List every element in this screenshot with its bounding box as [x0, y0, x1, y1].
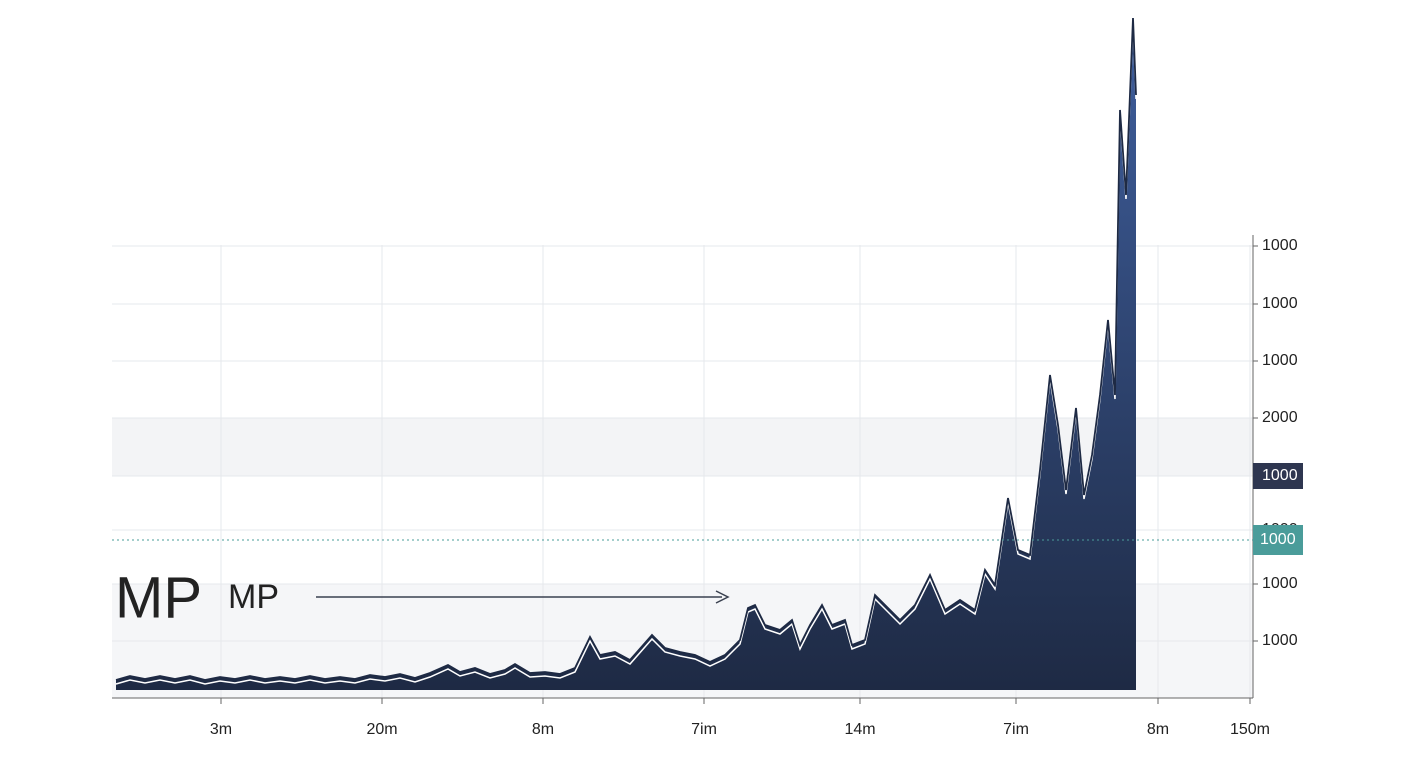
area: [116, 18, 1136, 690]
x-tick-label: 8m: [532, 721, 554, 738]
arrow-head: [715, 590, 730, 604]
grid: [112, 245, 1258, 704]
line: [115, 17, 1137, 681]
y-tick-label: 1000: [1262, 295, 1298, 312]
tick-badge: [1253, 463, 1303, 489]
y-tick-label: 1000: [1262, 352, 1298, 369]
reference-label: 1000: [1260, 531, 1296, 548]
x-tick-label: 7im: [691, 721, 717, 738]
plot: [115, 17, 1137, 690]
x-tick-label: 7im: [1003, 721, 1029, 738]
y-tick-label: 1000: [1262, 237, 1298, 254]
y-tick-label: 2000: [1262, 409, 1298, 426]
x-tick-label: 20m: [366, 721, 397, 738]
x-tick-label: 14m: [844, 721, 875, 738]
y-tick-label: 1000: [1262, 632, 1298, 649]
y-tick-label: 1000: [1262, 467, 1298, 484]
x-tick-label: 8m: [1147, 721, 1169, 738]
y-tick-label: 1000: [1262, 575, 1298, 592]
annotation-small: MP: [228, 578, 279, 616]
annotation-large: MP: [115, 565, 202, 630]
labels: 1000 1000 1000 2000 1000 1000 1000 1000 3m 20m 8m 7…: [112, 237, 1303, 738]
x-tick-label: 3m: [210, 721, 232, 738]
x-tick-label: 150m: [1230, 721, 1270, 738]
reference-badge: [1253, 525, 1303, 555]
